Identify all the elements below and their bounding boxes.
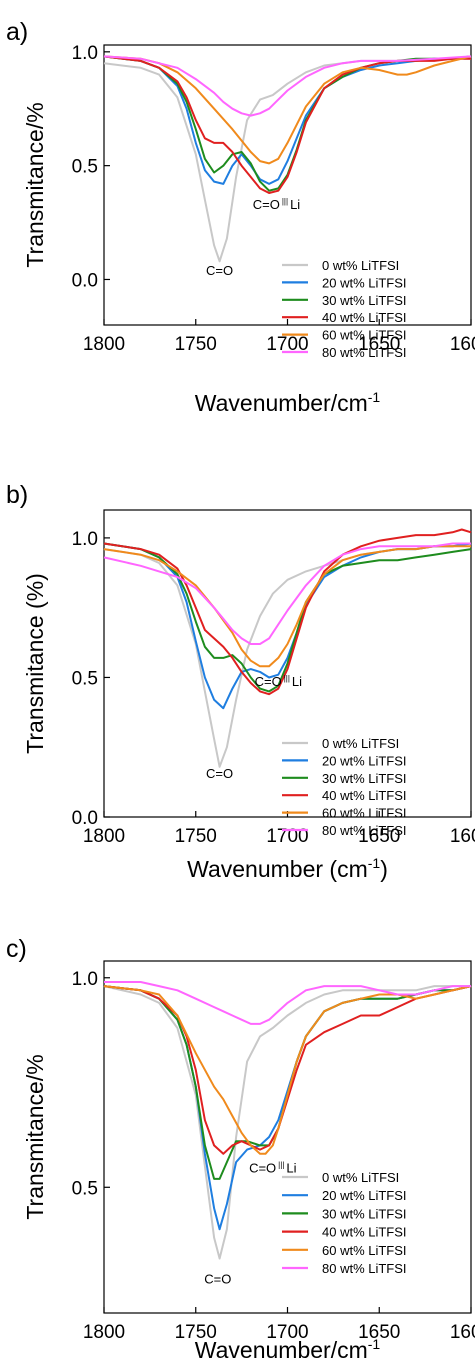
legend-entry: 80 wt% LiTFSI xyxy=(322,823,407,838)
series-line xyxy=(103,985,472,1155)
x-axis-label-superscript: -1 xyxy=(368,855,381,871)
legend-entry: 60 wt% LiTFSI xyxy=(322,328,407,343)
y-axis-label: Transmitance/% xyxy=(22,1054,48,1219)
x-tick-label: 1600 xyxy=(450,826,475,847)
plot-frame xyxy=(103,960,472,1314)
x-tick-label: 1650 xyxy=(358,1322,400,1343)
legend-entry: 40 wt% LiTFSI xyxy=(322,1225,407,1240)
y-tick-label: 0.5 xyxy=(72,668,98,689)
y-tick-label: 1.0 xyxy=(72,43,98,64)
series-line xyxy=(104,981,471,1025)
series-line xyxy=(103,985,471,1260)
x-tick-label: 1800 xyxy=(83,826,125,847)
legend-entry: 20 wt% LiTFSI xyxy=(322,753,407,768)
x-axis-label-text: Wavenumber (cm xyxy=(187,856,368,882)
legend-entry: 30 wt% LiTFSI xyxy=(322,1206,407,1221)
peak-annotation-text: C=O xyxy=(206,263,233,278)
peak-annotation-text: C=O xyxy=(206,766,233,781)
peak-annotation-text: C=O xyxy=(204,1272,231,1287)
y-tick-label: 0.5 xyxy=(72,1178,98,1199)
x-tick-label: 1600 xyxy=(450,1322,475,1343)
y-axis-label: Transmitance (%) xyxy=(22,573,48,754)
series-line xyxy=(103,55,472,117)
legend-entry: 80 wt% LiTFSI xyxy=(322,1261,407,1276)
series-line xyxy=(103,985,472,1155)
x-axis-label-text: Wavenumber/cm xyxy=(195,390,368,416)
x-tick-label: 1600 xyxy=(450,334,475,355)
legend-entry: 30 wt% LiTFSI xyxy=(322,293,407,308)
peak-annotation: C=O ||| Li xyxy=(249,1161,297,1176)
legend-entry: 20 wt% LiTFSI xyxy=(322,1188,407,1203)
y-axis-label: Transmitance/% xyxy=(22,102,48,267)
peak-annotation-text: C=O xyxy=(249,1161,276,1176)
x-axis-label-text: Wavenumber/cm xyxy=(195,1337,368,1363)
x-tick-label: 1650 xyxy=(358,826,400,847)
legend-entry: 80 wt% LiTFSI xyxy=(322,345,407,360)
x-axis-label-suffix: ) xyxy=(380,856,388,882)
y-tick-label: 0.0 xyxy=(72,270,98,291)
x-tick-label: 1800 xyxy=(83,1322,125,1343)
x-tick-label: 1800 xyxy=(83,334,125,355)
peak-annotation-marks: ||| xyxy=(284,674,290,683)
series-line xyxy=(103,55,472,165)
legend-entry: 20 wt% LiTFSI xyxy=(322,275,407,290)
peak-annotation-suffix: Li xyxy=(292,674,302,689)
chart-panel: b) 1800 1750 1700 1650 1600 0.0 0.5 1.0 Transmita… xyxy=(6,481,475,882)
legend-entry: 40 wt% LiTFSI xyxy=(322,788,407,803)
x-tick-label: 1750 xyxy=(175,334,217,355)
series-line xyxy=(103,542,471,645)
x-axis-label-superscript: -1 xyxy=(368,389,381,405)
peak-annotation-suffix: Li xyxy=(290,197,300,212)
legend-entry: 30 wt% LiTFSI xyxy=(322,771,407,786)
x-tick-label: 1750 xyxy=(175,1322,217,1343)
chart-panel: c) 1800 1750 1700 1650 1600 0.5 1.0 Transmitance… xyxy=(6,935,475,1363)
series-line xyxy=(103,55,472,192)
x-tick-label: 1700 xyxy=(266,1322,308,1343)
series-line xyxy=(103,542,472,710)
peak-annotation: C=O ||| Li xyxy=(255,674,303,689)
x-axis-label-superscript: -1 xyxy=(368,1336,381,1352)
x-axis-label: Wavenumber (cm-1) xyxy=(187,855,388,882)
y-tick-label: 0.5 xyxy=(72,157,98,178)
x-tick-label: 1700 xyxy=(266,826,308,847)
legend-entry: 0 wt% LiTFSI xyxy=(322,1170,399,1185)
peak-annotation-text: C=O xyxy=(255,674,282,689)
peak-annotation: C=O xyxy=(204,1272,231,1287)
legend-entry: 60 wt% LiTFSI xyxy=(322,1243,407,1258)
x-axis-label: Wavenumber/cm-1 xyxy=(195,1336,381,1363)
peak-annotation: C=O ||| Li xyxy=(253,197,301,212)
legend-entry: 0 wt% LiTFSI xyxy=(322,258,399,273)
peak-annotation: C=O xyxy=(206,766,233,781)
panel-label: b) xyxy=(6,481,28,509)
legend-entry: 40 wt% LiTFSI xyxy=(322,310,407,325)
chart-panel: a) 1800 1750 1700 1650 1600 0.0 0.5 1.0 Transmita… xyxy=(6,18,475,416)
panel-label: a) xyxy=(6,18,28,46)
panel-label: c) xyxy=(6,935,27,963)
peak-annotation-marks: ||| xyxy=(278,1161,284,1170)
series-line xyxy=(103,545,471,668)
x-tick-label: 1650 xyxy=(358,334,400,355)
peak-annotation-suffix: Li xyxy=(286,1161,296,1176)
peak-annotation: C=O xyxy=(206,263,233,278)
x-axis-label: Wavenumber/cm-1 xyxy=(195,389,381,416)
y-tick-label: 1.0 xyxy=(72,969,98,990)
y-tick-label: 0.0 xyxy=(72,808,98,829)
x-tick-label: 1700 xyxy=(266,334,308,355)
peak-annotation-text: C=O xyxy=(253,197,280,212)
y-tick-label: 1.0 xyxy=(72,529,98,550)
series-line xyxy=(103,55,472,185)
x-tick-label: 1750 xyxy=(175,826,217,847)
series-line xyxy=(103,985,472,1231)
series-line xyxy=(103,542,472,693)
legend-entry: 60 wt% LiTFSI xyxy=(322,806,407,821)
legend-entry: 0 wt% LiTFSI xyxy=(322,736,399,751)
peak-annotation-marks: ||| xyxy=(282,197,288,206)
series-line xyxy=(103,528,472,696)
